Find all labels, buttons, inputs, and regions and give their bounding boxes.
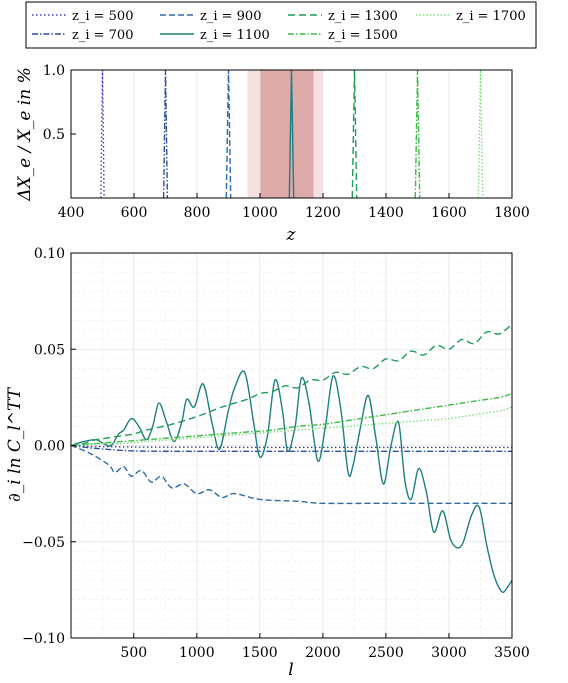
legend-label: z_i = 500 xyxy=(72,9,133,24)
bottom-series-line xyxy=(70,444,513,505)
x-tick-label: 800 xyxy=(184,205,211,221)
top-panel: 400 600 800 1000 1200 1400 1600 1800 0.5 1.0 z ΔX… xyxy=(15,63,530,245)
top-shaded-bands xyxy=(247,70,323,198)
bottom-series-line xyxy=(70,370,513,593)
top-series-line xyxy=(100,69,105,199)
y-tick-label: −0.05 xyxy=(22,535,65,551)
y-tick-label: 1.0 xyxy=(43,63,65,79)
legend-label: z_i = 1100 xyxy=(200,28,270,43)
top-series-line xyxy=(477,69,484,199)
x-tick-label: 1000 xyxy=(242,205,278,221)
bottom-ticks: 500 1000 1500 2000 2500 3000 3500 −0.10 −0.05 0.0… xyxy=(22,246,530,661)
x-tick-label: 1800 xyxy=(494,205,530,221)
top-ticks: 400 600 800 1000 1200 1400 1600 1800 0.5 1.0 xyxy=(43,63,530,221)
bottom-series-line xyxy=(70,392,513,447)
bottom-grid xyxy=(71,253,512,638)
bottom-panel: 500 1000 1500 2000 2500 3000 3500 −0.10 −0.05 0.0… xyxy=(5,246,530,680)
legend: z_i = 500 z_i = 700 z_i = 900 z_i = 1100 z_i… xyxy=(25,1,537,49)
x-tick-label: 2500 xyxy=(368,645,404,661)
bottom-x-axis-label: l xyxy=(288,660,293,680)
bottom-series-line xyxy=(70,323,513,447)
y-tick-label: 0.05 xyxy=(34,342,65,358)
x-tick-label: 2000 xyxy=(305,645,341,661)
x-tick-label: 1600 xyxy=(431,205,467,221)
bottom-series-line xyxy=(70,406,513,447)
top-series-line xyxy=(162,69,169,199)
bottom-series-line xyxy=(70,444,512,449)
legend-label: z_i = 1300 xyxy=(328,9,398,24)
legend-label: z_i = 900 xyxy=(200,9,261,24)
bottom-y-axis-label: ∂_i ln C_l^TT xyxy=(5,386,25,502)
top-series-line xyxy=(351,69,358,199)
x-tick-label: 1500 xyxy=(242,645,278,661)
x-tick-label: 3500 xyxy=(494,645,530,661)
x-tick-label: 500 xyxy=(120,645,147,661)
x-tick-label: 1200 xyxy=(305,205,341,221)
legend-label: z_i = 1500 xyxy=(328,28,398,43)
top-y-axis-label: ΔX_e / X_e in % xyxy=(15,67,35,202)
top-grid xyxy=(133,70,450,198)
x-tick-label: 3000 xyxy=(431,645,467,661)
legend-label: z_i = 700 xyxy=(72,28,133,43)
top-x-axis-label: z xyxy=(286,225,297,245)
shaded-band xyxy=(260,70,314,198)
top-series-line xyxy=(225,69,232,199)
y-tick-label: 0.5 xyxy=(43,127,65,143)
legend-label: z_i = 1700 xyxy=(456,9,526,24)
top-series-line xyxy=(414,69,421,199)
bottom-series-lines xyxy=(70,323,513,593)
x-tick-label: 600 xyxy=(121,205,148,221)
x-tick-label: 1400 xyxy=(368,205,404,221)
x-tick-label: 400 xyxy=(58,205,85,221)
x-tick-label: 1000 xyxy=(179,645,215,661)
y-tick-label: 0.00 xyxy=(34,439,65,455)
bottom-series-line xyxy=(70,444,512,453)
y-tick-label: −0.10 xyxy=(22,631,65,647)
y-tick-label: 0.10 xyxy=(34,246,65,262)
